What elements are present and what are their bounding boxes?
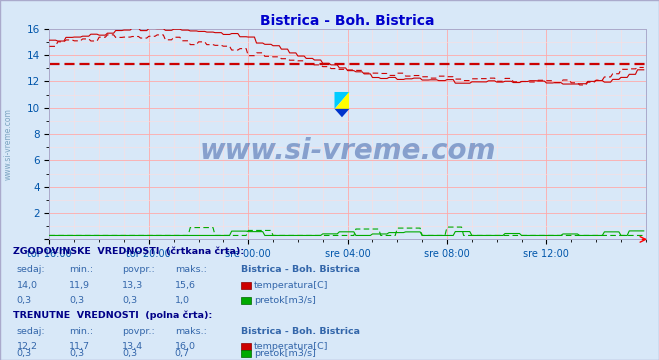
Text: sedaj:: sedaj:	[16, 265, 45, 274]
Text: pretok[m3/s]: pretok[m3/s]	[254, 296, 316, 305]
Text: pretok[m3/s]: pretok[m3/s]	[254, 350, 316, 359]
Text: min.:: min.:	[69, 327, 94, 336]
Text: 0,7: 0,7	[175, 350, 190, 359]
Text: 0,3: 0,3	[16, 296, 32, 305]
Polygon shape	[335, 92, 349, 109]
Text: povpr.:: povpr.:	[122, 265, 155, 274]
Text: 13,3: 13,3	[122, 281, 143, 290]
Text: povpr.:: povpr.:	[122, 327, 155, 336]
Text: 13,4: 13,4	[122, 342, 143, 351]
Text: 0,3: 0,3	[122, 350, 137, 359]
Polygon shape	[335, 92, 349, 109]
Text: min.:: min.:	[69, 265, 94, 274]
Text: 0,3: 0,3	[69, 296, 84, 305]
Text: ZGODOVINSKE  VREDNOSTI  (črtkana črta):: ZGODOVINSKE VREDNOSTI (črtkana črta):	[13, 247, 244, 256]
Text: sedaj:: sedaj:	[16, 327, 45, 336]
Text: 1,0: 1,0	[175, 296, 190, 305]
Text: 0,3: 0,3	[122, 296, 137, 305]
Text: Bistrica - Boh. Bistrica: Bistrica - Boh. Bistrica	[241, 327, 360, 336]
Text: 16,0: 16,0	[175, 342, 196, 351]
Text: temperatura[C]: temperatura[C]	[254, 281, 328, 290]
Polygon shape	[335, 109, 349, 117]
Text: www.si-vreme.com: www.si-vreme.com	[3, 108, 13, 180]
Text: Bistrica - Boh. Bistrica: Bistrica - Boh. Bistrica	[241, 265, 360, 274]
Text: 12,2: 12,2	[16, 342, 38, 351]
Text: www.si-vreme.com: www.si-vreme.com	[200, 137, 496, 165]
Text: 0,3: 0,3	[69, 350, 84, 359]
Text: 11,7: 11,7	[69, 342, 90, 351]
Title: Bistrica - Boh. Bistrica: Bistrica - Boh. Bistrica	[260, 14, 435, 28]
Text: maks.:: maks.:	[175, 327, 206, 336]
Text: temperatura[C]: temperatura[C]	[254, 342, 328, 351]
Text: TRENUTNE  VREDNOSTI  (polna črta):: TRENUTNE VREDNOSTI (polna črta):	[13, 310, 212, 320]
Text: 0,3: 0,3	[16, 350, 32, 359]
Text: maks.:: maks.:	[175, 265, 206, 274]
Text: 11,9: 11,9	[69, 281, 90, 290]
Text: 14,0: 14,0	[16, 281, 38, 290]
Text: 15,6: 15,6	[175, 281, 196, 290]
